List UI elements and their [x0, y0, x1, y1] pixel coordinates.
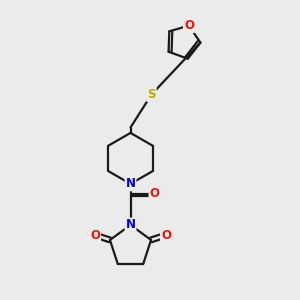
- Text: N: N: [125, 177, 136, 190]
- Text: O: O: [184, 19, 194, 32]
- Text: O: O: [161, 229, 171, 242]
- Text: S: S: [147, 88, 156, 101]
- Text: O: O: [149, 187, 160, 200]
- Text: N: N: [125, 218, 136, 232]
- Text: O: O: [90, 229, 100, 242]
